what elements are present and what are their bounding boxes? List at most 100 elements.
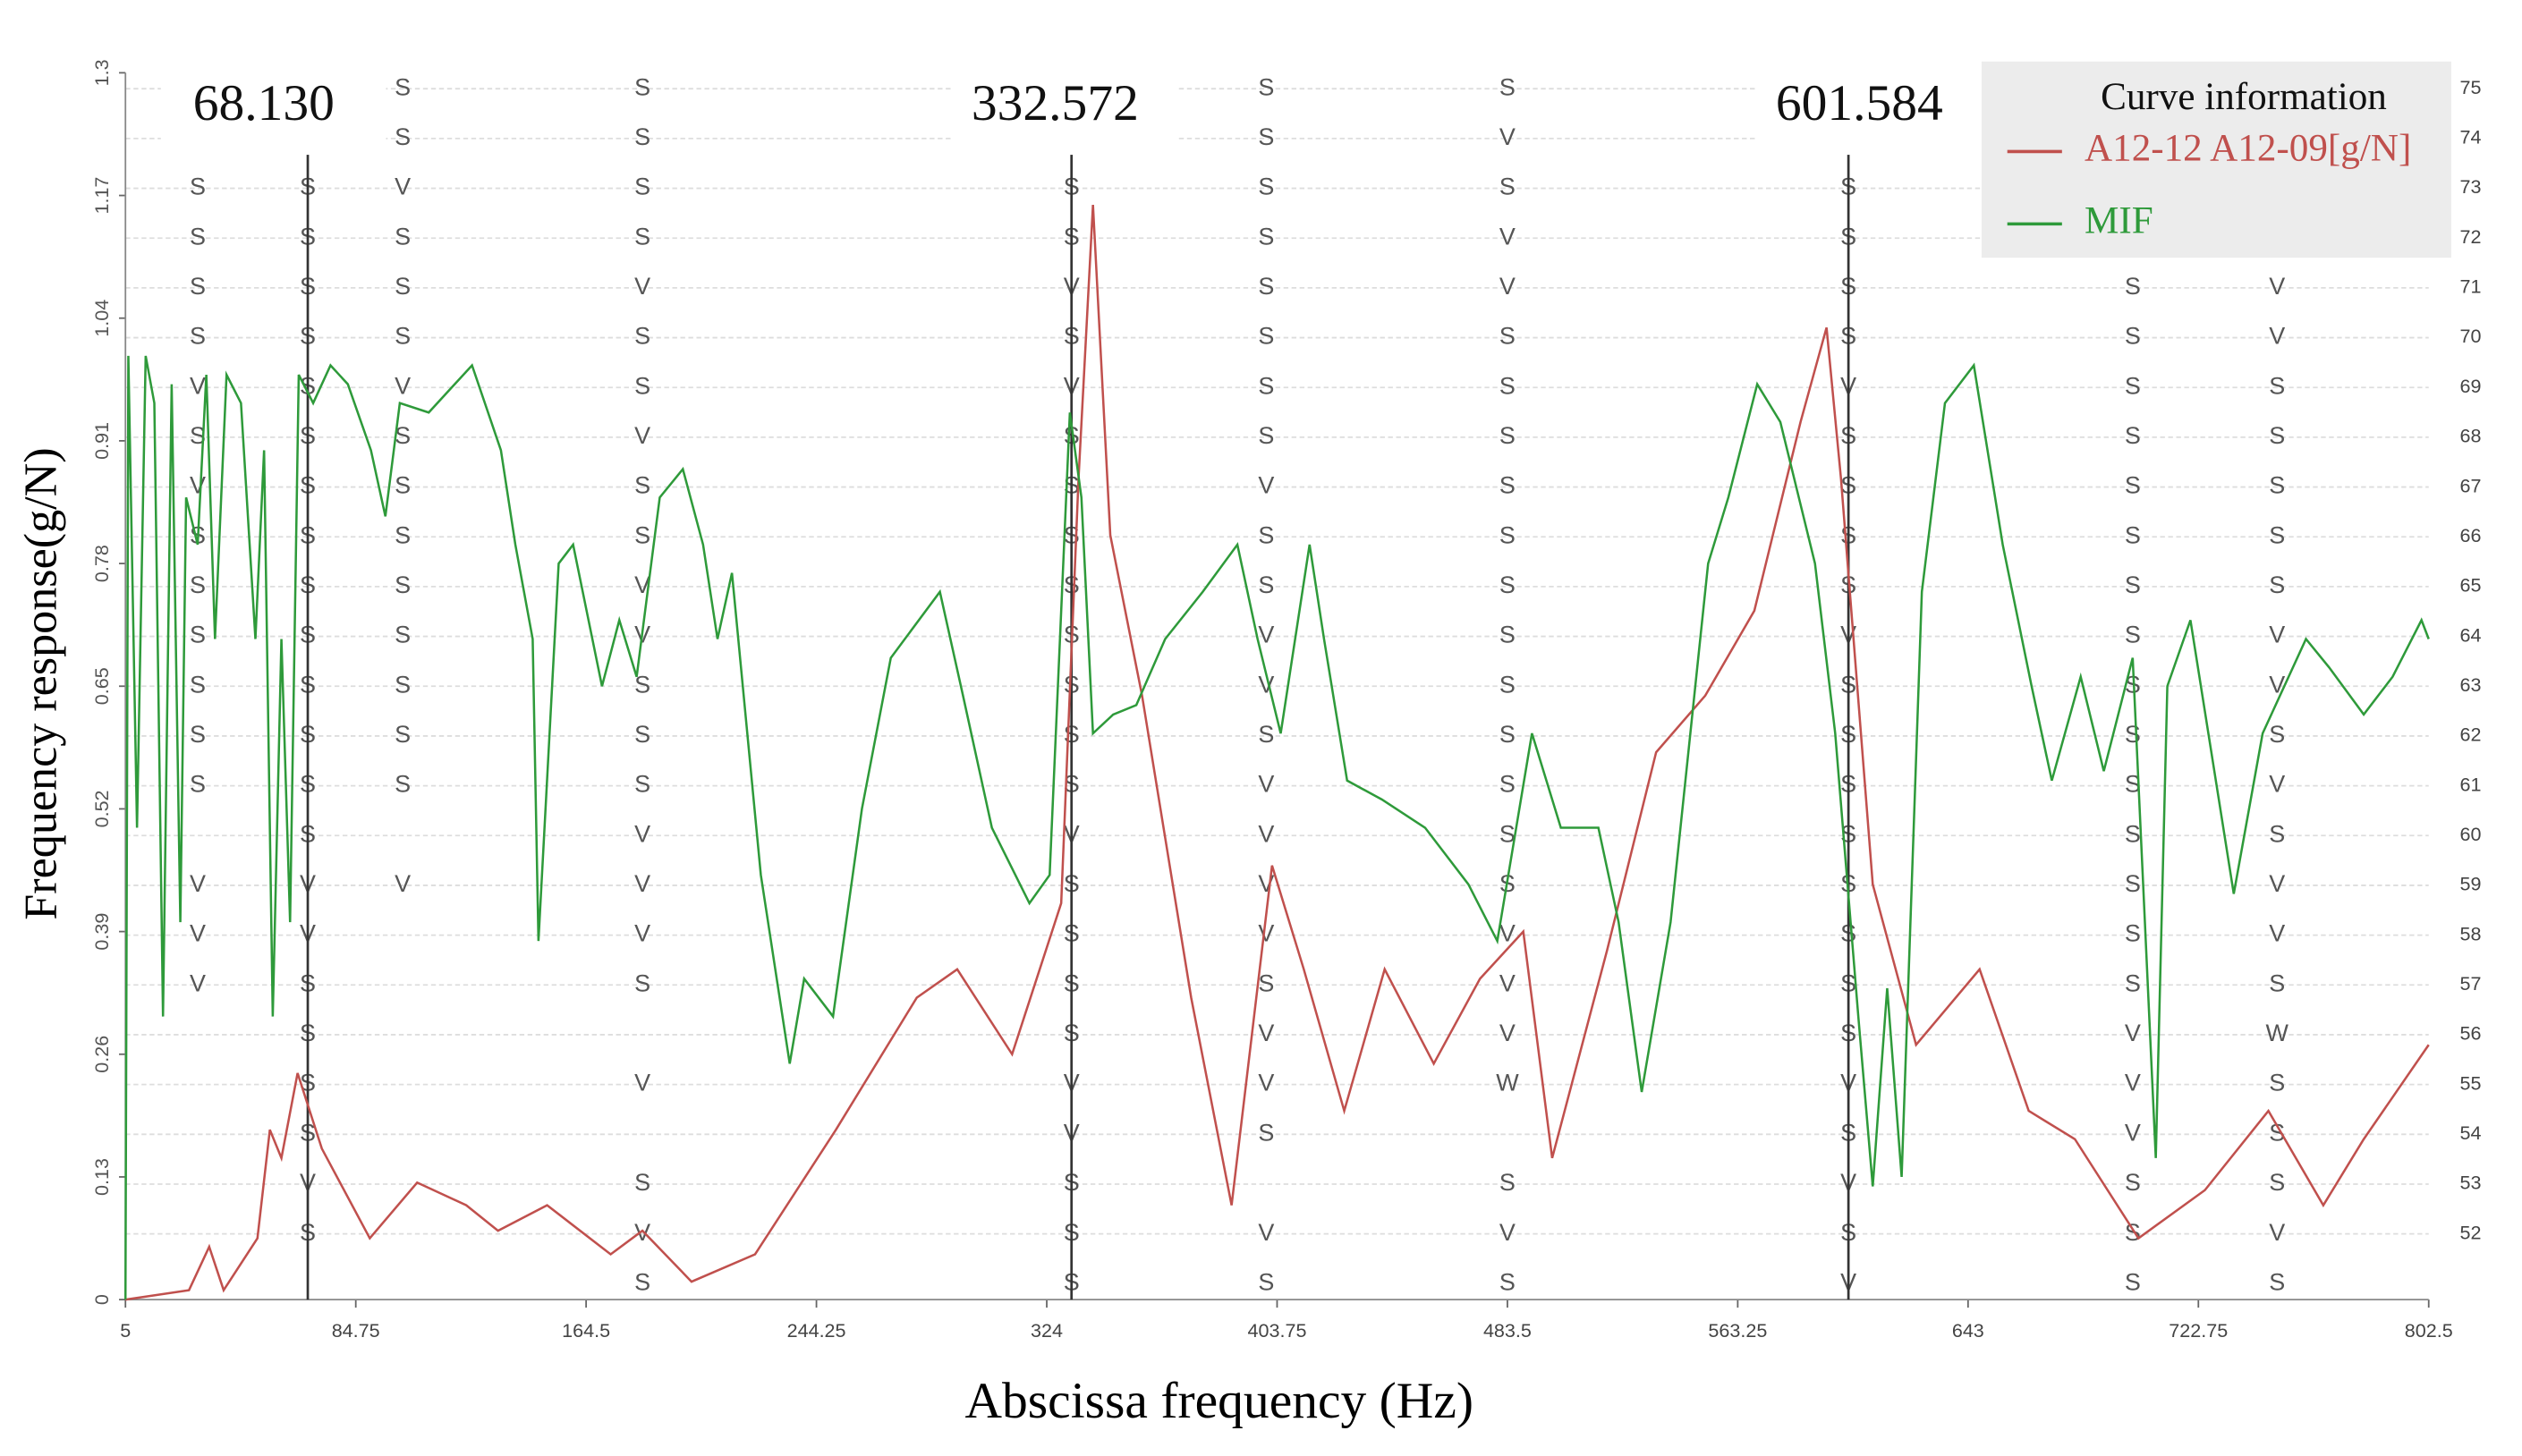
stability-marker: S bbox=[634, 472, 650, 499]
stability-marker: S bbox=[190, 422, 206, 449]
legend-label: A12-12 A12-09[g/N] bbox=[2085, 127, 2411, 169]
x-tick-label: 403.75 bbox=[1248, 1319, 1307, 1342]
stability-marker: V bbox=[2125, 1020, 2141, 1046]
stability-marker: V bbox=[395, 174, 411, 200]
y2-tick-label: 53 bbox=[2459, 1172, 2481, 1194]
x-tick-label: 324 bbox=[1031, 1319, 1063, 1342]
stability-marker: V bbox=[1258, 622, 1274, 648]
stability-marker: V bbox=[1258, 920, 1274, 947]
stability-marker: V bbox=[190, 472, 206, 499]
y2-tick-label: 74 bbox=[2459, 126, 2481, 148]
y2-tick-label: 60 bbox=[2459, 823, 2481, 845]
stability-marker: S bbox=[2269, 721, 2285, 748]
stability-marker: S bbox=[2125, 1268, 2141, 1295]
stability-marker: S bbox=[2125, 372, 2141, 399]
series-line bbox=[125, 205, 2430, 1301]
y-tick-label: 0.78 bbox=[90, 545, 113, 582]
y-tick-label: 0.91 bbox=[90, 422, 113, 460]
stability-marker: S bbox=[395, 671, 411, 698]
stability-marker: V bbox=[1258, 771, 1274, 798]
legend-title: Curve information bbox=[2101, 76, 2387, 118]
stability-marker: S bbox=[1258, 123, 1274, 150]
stability-marker: V bbox=[190, 969, 206, 996]
x-axis-label: Abscissa frequency (Hz) bbox=[964, 1373, 1473, 1429]
stability-marker: S bbox=[190, 721, 206, 748]
stability-marker: S bbox=[1499, 73, 1516, 100]
stability-marker: S bbox=[2269, 969, 2285, 996]
y-tick-label: 1.3 bbox=[90, 59, 113, 86]
x-tick-label: 5 bbox=[120, 1319, 131, 1342]
stability-marker: S bbox=[395, 323, 411, 350]
stability-marker: V bbox=[1258, 472, 1274, 499]
legend-label: MIF bbox=[2085, 199, 2153, 241]
stability-marker: S bbox=[1499, 472, 1516, 499]
stability-marker: S bbox=[1258, 521, 1274, 548]
cursor-box bbox=[952, 58, 1178, 156]
stability-marker: S bbox=[1258, 1119, 1274, 1146]
stability-marker: V bbox=[634, 820, 650, 847]
stability-marker: S bbox=[1499, 323, 1516, 350]
stability-marker: V bbox=[634, 1070, 650, 1096]
stability-marker: S bbox=[1258, 223, 1274, 250]
stability-marker: S bbox=[395, 223, 411, 250]
x-tick-label: 164.5 bbox=[562, 1319, 610, 1342]
x-tick-label: 722.75 bbox=[2169, 1319, 2228, 1342]
y2-tick-label: 71 bbox=[2459, 275, 2481, 298]
stability-marker: V bbox=[2269, 671, 2285, 698]
stability-marker: S bbox=[2125, 771, 2141, 798]
y-tick-label: 0.65 bbox=[90, 667, 113, 705]
stability-marker: S bbox=[1499, 820, 1516, 847]
stability-marker: S bbox=[1499, 521, 1516, 548]
stability-marker: S bbox=[1499, 422, 1516, 449]
y2-tick-label: 56 bbox=[2459, 1022, 2481, 1045]
stability-marker: S bbox=[1258, 372, 1274, 399]
stability-marker: S bbox=[2269, 1268, 2285, 1295]
y2-tick-label: 62 bbox=[2459, 724, 2481, 746]
stability-marker: S bbox=[190, 771, 206, 798]
stability-marker: S bbox=[2125, 1169, 2141, 1196]
stability-marker: S bbox=[395, 472, 411, 499]
y2-tick-label: 66 bbox=[2459, 524, 2481, 546]
y-axis-label: Frequency response(g/N) bbox=[15, 447, 66, 919]
series-line bbox=[123, 355, 2430, 1300]
y-tick-label: 1.04 bbox=[90, 300, 113, 337]
x-tick-label: 563.25 bbox=[1708, 1319, 1767, 1342]
stability-marker: V bbox=[190, 372, 206, 399]
stability-marker: V bbox=[1499, 1020, 1516, 1046]
y-tick-label: 0.39 bbox=[90, 913, 113, 951]
stability-marker: S bbox=[1499, 1268, 1516, 1295]
stability-marker: V bbox=[1499, 1219, 1516, 1246]
y-tick-label: 0.52 bbox=[90, 790, 113, 827]
x-tick-label: 244.25 bbox=[787, 1319, 846, 1342]
cursor-label: 68.130 bbox=[193, 75, 335, 131]
stability-marker: S bbox=[395, 571, 411, 598]
stability-marker: S bbox=[2125, 820, 2141, 847]
x-tick-label: 483.5 bbox=[1483, 1319, 1532, 1342]
stability-marker: S bbox=[2125, 920, 2141, 947]
y2-tick-label: 54 bbox=[2459, 1122, 2481, 1144]
stability-marker: V bbox=[395, 870, 411, 897]
y2-tick-label: 70 bbox=[2459, 325, 2481, 347]
stability-marker: S bbox=[2269, 820, 2285, 847]
stability-marker: S bbox=[2269, 1070, 2285, 1096]
x-tick-label: 802.5 bbox=[2405, 1319, 2453, 1342]
stability-marker: S bbox=[2125, 472, 2141, 499]
stability-marker: S bbox=[1499, 372, 1516, 399]
x-tick-label: 643 bbox=[1952, 1319, 1984, 1342]
y2-tick-label: 64 bbox=[2459, 623, 2481, 646]
stability-marker: V bbox=[2269, 323, 2285, 350]
stability-marker: V bbox=[1258, 1070, 1274, 1096]
stability-marker: W bbox=[2266, 1020, 2289, 1046]
stability-marker: V bbox=[2269, 622, 2285, 648]
stability-marker: S bbox=[634, 123, 650, 150]
y-tick-label: 0.13 bbox=[90, 1158, 113, 1196]
stability-marker: S bbox=[634, 323, 650, 350]
stability-marker: S bbox=[1258, 73, 1274, 100]
cursor-box bbox=[160, 58, 386, 156]
y2-tick-label: 75 bbox=[2459, 76, 2481, 98]
stability-marker: V bbox=[634, 273, 650, 300]
stability-marker: S bbox=[2269, 521, 2285, 548]
stability-marker: S bbox=[2125, 870, 2141, 897]
stability-marker: V bbox=[1499, 920, 1516, 947]
y2-tick-label: 63 bbox=[2459, 673, 2481, 696]
